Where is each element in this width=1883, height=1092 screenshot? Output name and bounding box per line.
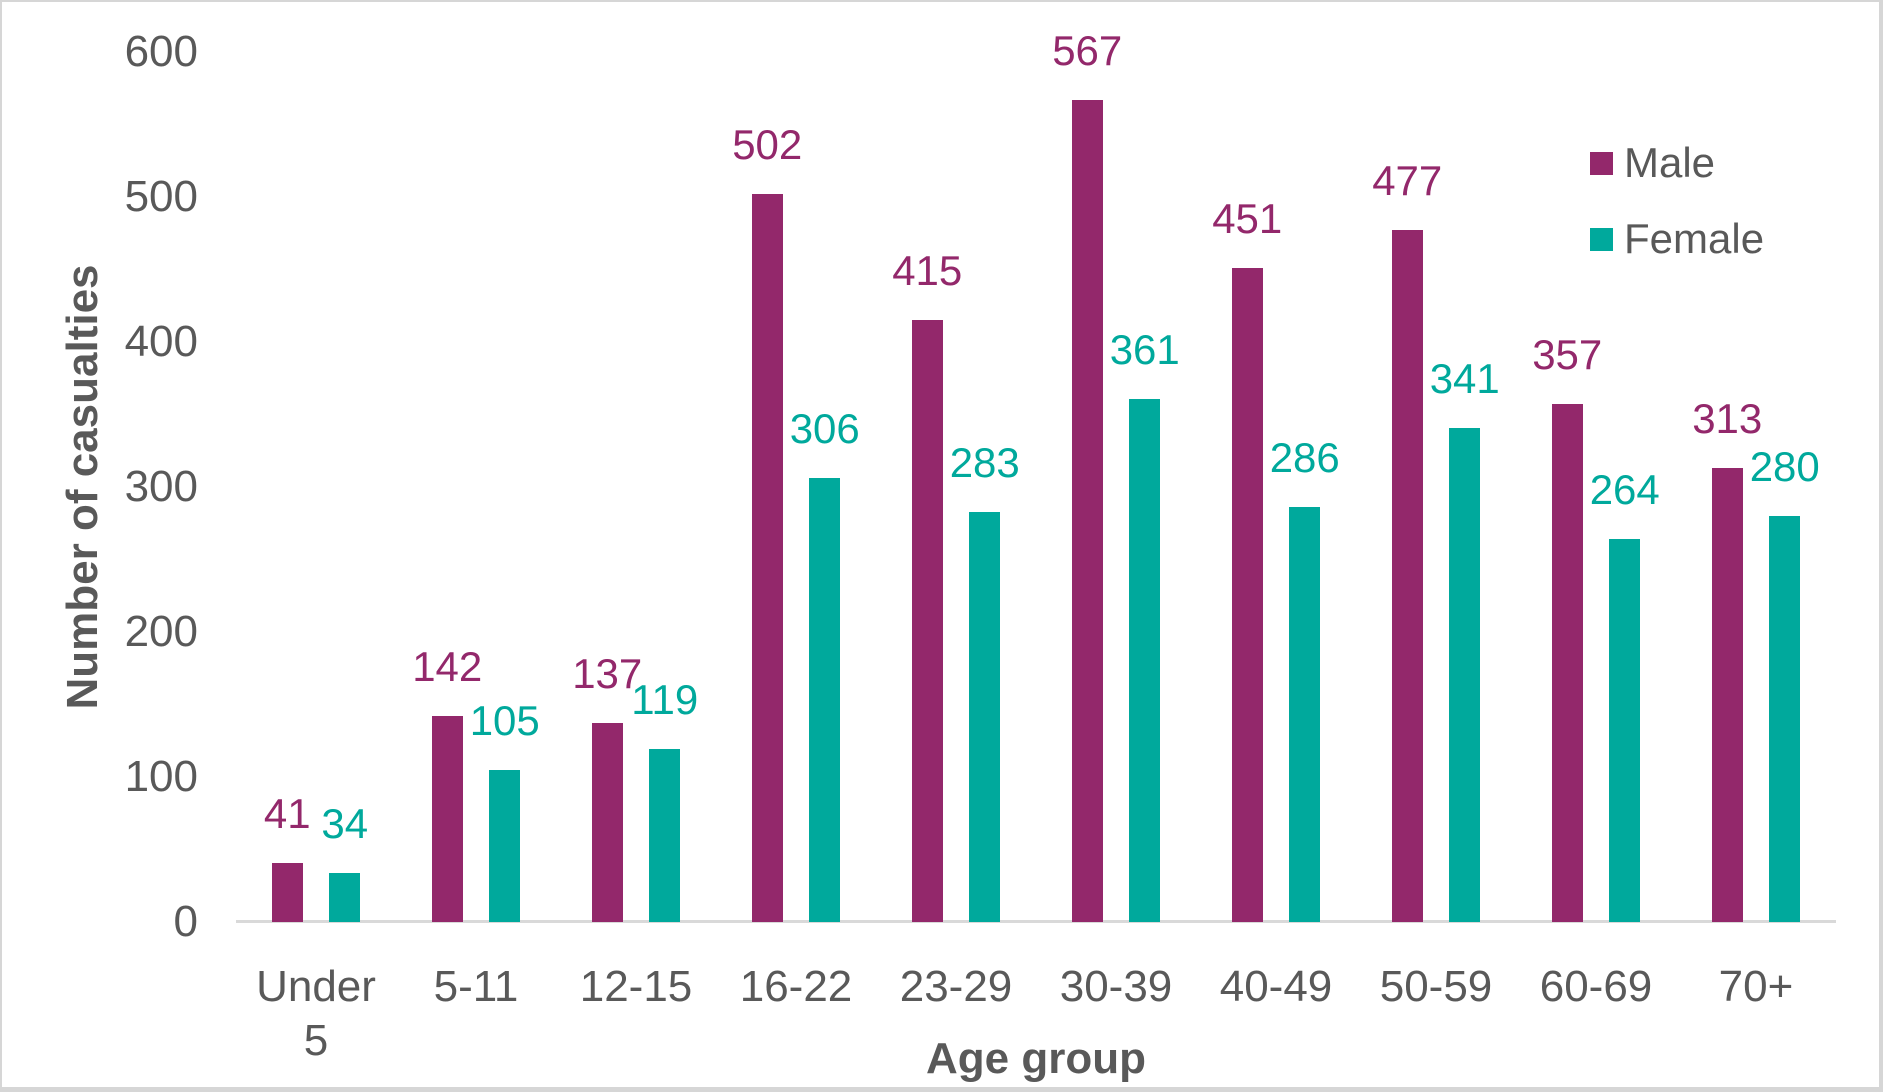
legend-swatch-male (1590, 151, 1613, 175)
value-label-male: 142 (412, 643, 483, 691)
bar-female-16-22 (809, 478, 841, 922)
value-label-male: 415 (892, 247, 963, 295)
x-category-label: 60-69 (1539, 962, 1653, 1011)
value-label-female: 361 (1109, 325, 1180, 373)
x-category-label: 50-59 (1379, 962, 1493, 1011)
value-label-female: 280 (1749, 443, 1820, 490)
legend-item-female: Female (1590, 215, 1765, 262)
bar-male-under-5 (271, 862, 303, 922)
bar-female-30-39 (1129, 398, 1161, 922)
value-label-male: 357 (1532, 331, 1603, 379)
y-tick-label: 300 (124, 462, 198, 511)
y-tick-label: 500 (124, 172, 198, 221)
bar-female-60-69 (1609, 539, 1641, 922)
bar-male-23-29 (911, 320, 943, 922)
legend-swatch-female (1590, 227, 1613, 251)
value-label-male: 451 (1212, 195, 1283, 243)
bar-female-12-15 (649, 749, 681, 922)
x-category-label: 12-15 (579, 962, 693, 1011)
x-category-label: Under 5 (256, 962, 376, 1065)
bar-male-40-49 (1231, 268, 1263, 922)
bar-female-under-5 (329, 872, 361, 922)
x-category-label: 70+ (1718, 962, 1794, 1011)
value-label-female: 283 (949, 438, 1020, 486)
x-axis-line (236, 920, 1836, 923)
value-label-male: 41 (263, 789, 311, 837)
value-label-female: 119 (631, 676, 699, 724)
bar-female-40-49 (1289, 507, 1321, 922)
x-axis-title: Age group (926, 1034, 1146, 1083)
legend-item-male: Male (1590, 139, 1764, 186)
value-label-female: 264 (1589, 466, 1660, 514)
legend-label-male: Male (1624, 139, 1716, 186)
y-tick-label: 200 (124, 607, 198, 656)
x-category-label: 23-29 (899, 962, 1013, 1011)
bar-male-60-69 (1551, 404, 1583, 922)
value-label-female: 286 (1269, 434, 1340, 482)
bar-male-50-59 (1391, 230, 1423, 922)
value-label-female: 306 (789, 405, 860, 453)
legend: Male Female (1590, 139, 1765, 262)
bar-male-5-11 (431, 716, 463, 922)
bar-female-70+ (1769, 516, 1801, 922)
x-category-label: 40-49 (1219, 962, 1333, 1011)
bar-male-30-39 (1071, 99, 1103, 922)
x-category-label: 16-22 (739, 962, 853, 1011)
y-tick-label: 100 (124, 752, 198, 801)
x-category-label: 30-39 (1059, 962, 1173, 1011)
bar-male-12-15 (591, 723, 623, 922)
value-label-male: 137 (572, 650, 643, 698)
bar-female-50-59 (1449, 427, 1481, 922)
value-label-male: 477 (1372, 157, 1443, 205)
value-label-female: 341 (1429, 354, 1500, 402)
value-label-female: 105 (469, 696, 540, 744)
y-tick-label: 600 (124, 27, 198, 76)
legend-label-female: Female (1624, 215, 1765, 262)
bar-male-70+ (1711, 468, 1743, 922)
bar-female-5-11 (489, 769, 521, 922)
y-tick-label: 0 (173, 897, 198, 946)
bar-female-23-29 (969, 511, 1001, 922)
bar-male-16-22 (751, 194, 783, 922)
value-label-male: 502 (732, 121, 803, 169)
value-label-female: 34 (321, 799, 369, 847)
value-label-male: 313 (1692, 395, 1763, 443)
x-category-label: 5-11 (433, 962, 519, 1011)
y-tick-label: 400 (124, 317, 198, 366)
value-label-male: 567 (1052, 26, 1123, 74)
